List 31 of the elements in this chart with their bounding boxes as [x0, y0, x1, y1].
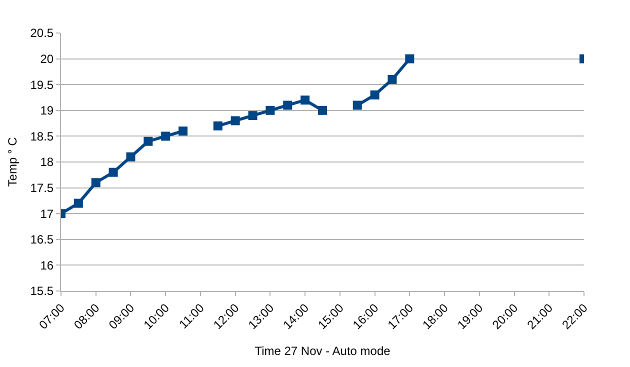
y-tick-label: 17.5: [30, 181, 54, 195]
y-tick-label: 18: [40, 155, 54, 170]
y-tick-label: 19.5: [30, 78, 54, 92]
y-tick-label: 16: [40, 258, 54, 272]
y-tick-label: 16.5: [30, 232, 54, 247]
y-axis-title: Temp ° C: [6, 136, 20, 187]
y-tick-label: 20: [40, 52, 54, 66]
y-tick-label: 17: [40, 206, 54, 221]
point: [91, 178, 100, 188]
point: [126, 152, 136, 162]
point: [266, 106, 275, 115]
y-tick-label: 15.5: [30, 284, 54, 298]
point: [213, 121, 222, 130]
point: [388, 74, 397, 84]
point: [352, 100, 362, 110]
point: [161, 132, 170, 141]
point: [74, 198, 83, 208]
y-tick-label: 20.5: [30, 26, 54, 40]
point: [144, 136, 153, 146]
x-axis-title: Time 27 Nov - Auto mode: [254, 344, 391, 358]
point: [370, 90, 380, 100]
y-tick-label: 18.5: [30, 129, 54, 144]
y-tick-label: 19: [40, 104, 54, 118]
point: [230, 116, 240, 126]
point: [405, 54, 414, 64]
point: [248, 111, 258, 120]
point: [318, 106, 327, 115]
point: [283, 100, 292, 110]
point: [300, 96, 310, 105]
point: [178, 126, 188, 136]
point: [108, 168, 118, 177]
